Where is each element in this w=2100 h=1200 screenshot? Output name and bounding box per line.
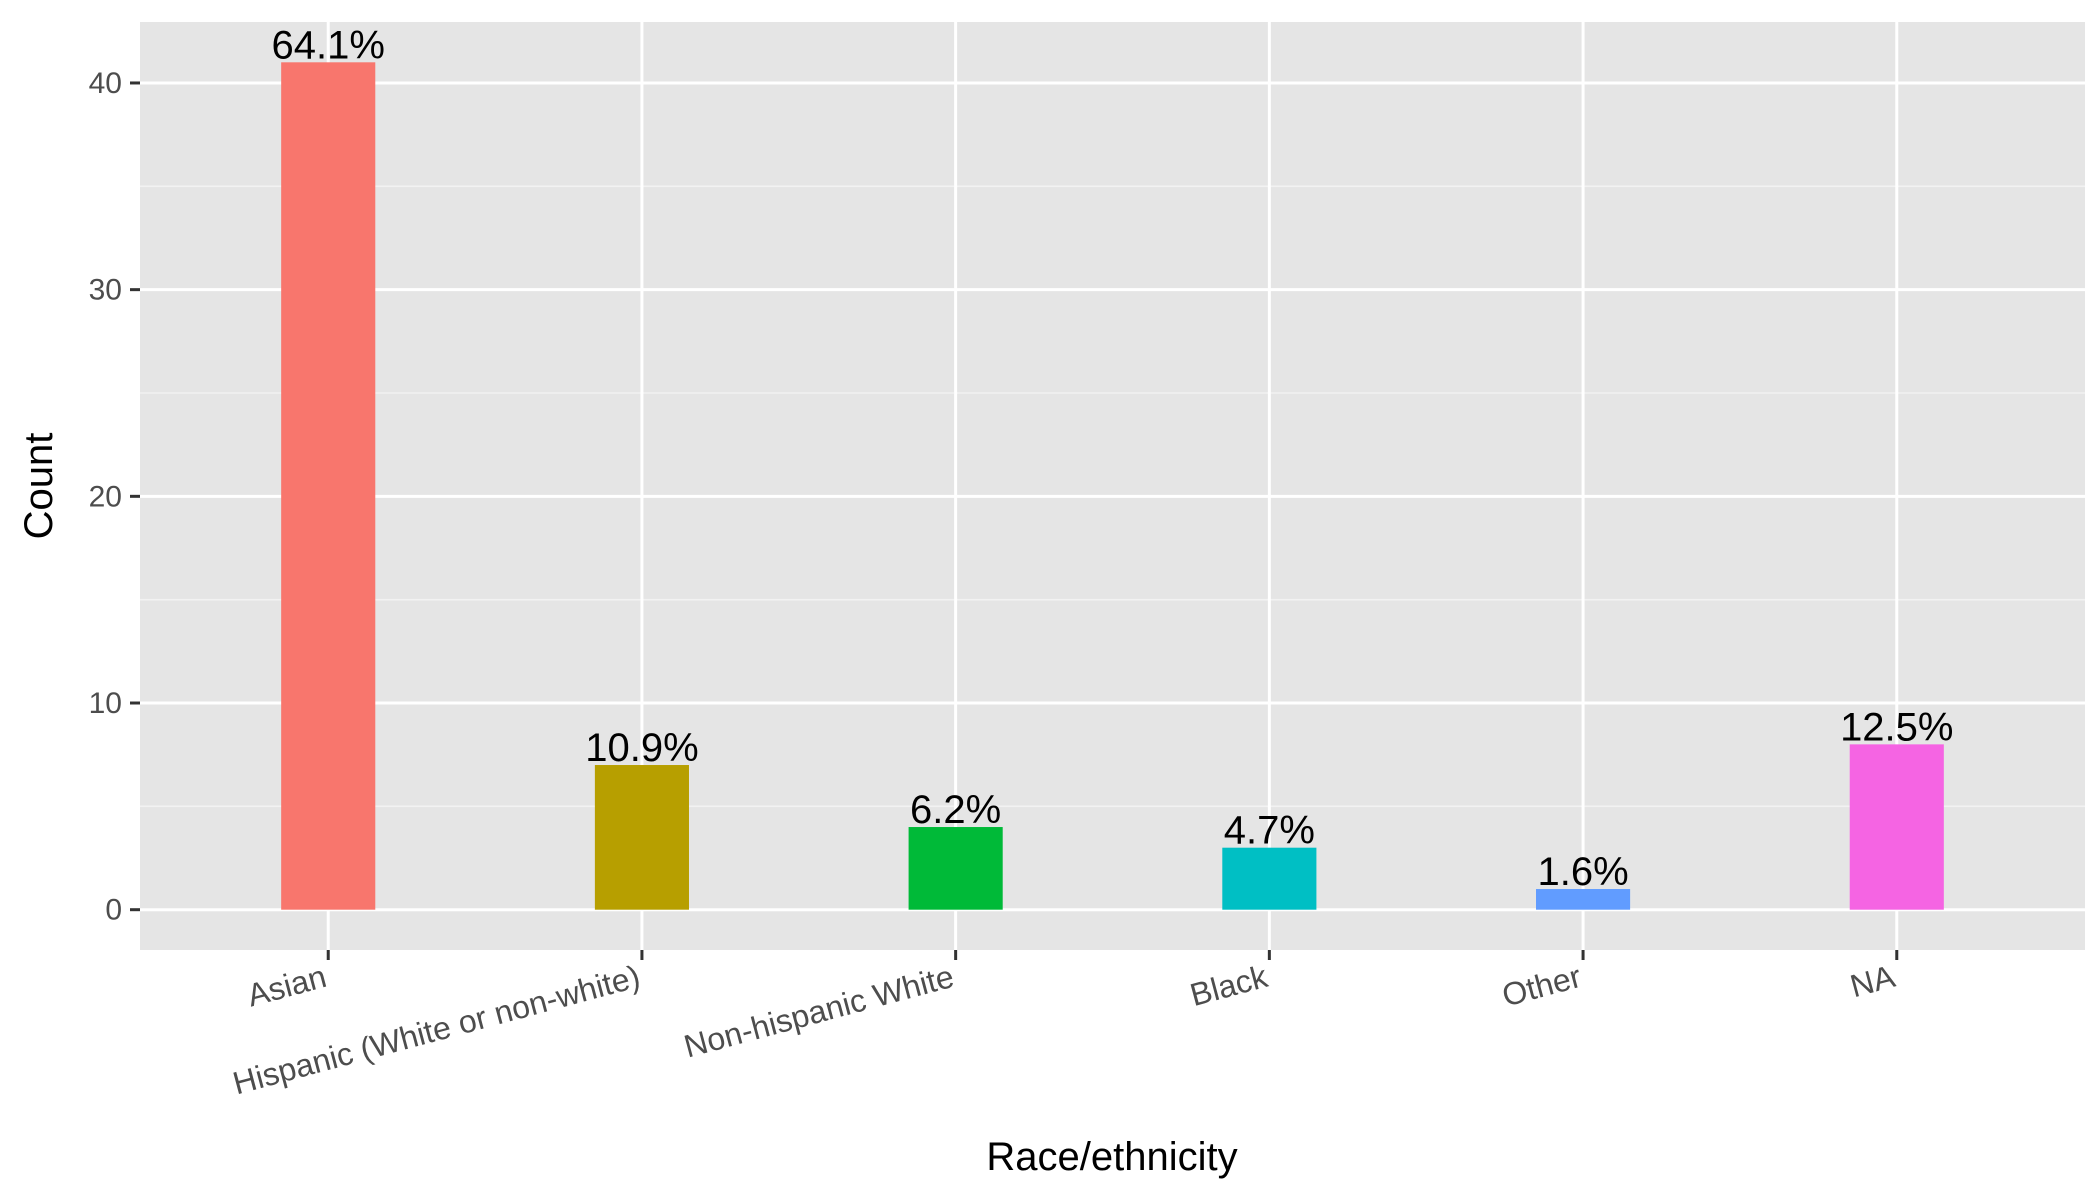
y-tick-label: 10 [89,687,122,720]
bars [281,62,1944,910]
bar-value-label: 1.6% [1537,850,1628,894]
y-axis: 0 10 20 30 40 [89,67,140,927]
bar-value-label: 10.9% [585,726,698,770]
y-axis-title: Count [17,433,61,540]
bar-black [1222,847,1317,910]
bar-non-hispanic-white [908,827,1003,910]
bar-na [1849,744,1944,910]
x-tick-label: NA [1846,958,1899,1004]
bar-value-label: 6.2% [910,788,1001,832]
x-axis-title: Race/ethnicity [986,1135,1237,1179]
bar-value-label: 4.7% [1224,809,1315,853]
x-tick-label: Other [1498,958,1585,1014]
bar-other [1536,889,1631,910]
bar-hispanic-white-or-non-white [594,765,689,910]
x-tick-label: Asian [243,958,330,1013]
x-tick-label: Black [1186,958,1272,1013]
bar-value-label: 12.5% [1840,705,1953,749]
y-tick-label: 40 [89,67,122,100]
y-tick-label: 20 [89,480,122,513]
y-tick-label: 30 [89,274,122,307]
y-tick-label: 0 [105,894,122,927]
gridlines [140,22,2085,950]
bar-value-label: 64.1% [272,23,385,67]
x-tick-label: Non-hispanic White [680,958,957,1065]
bar-asian [281,62,376,910]
plot-panel [140,22,2085,950]
bar-labels: 64.1% 10.9% 6.2% 4.7% 1.6% 12.5% [272,23,1954,894]
